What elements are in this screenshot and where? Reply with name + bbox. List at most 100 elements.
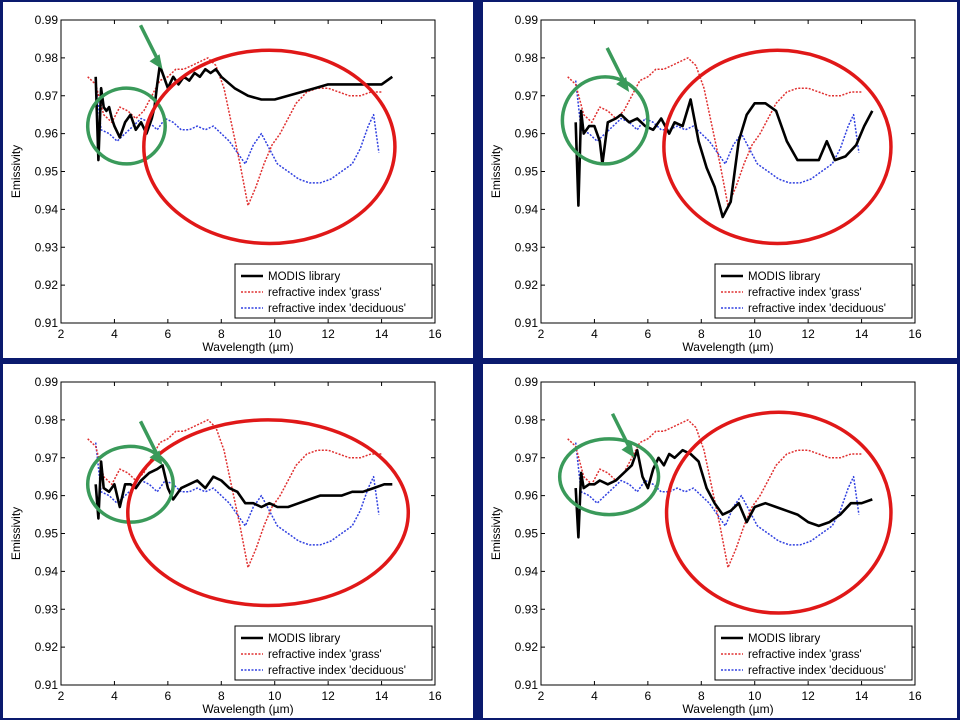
x-tick-label: 8 — [698, 327, 705, 341]
y-tick-label: 0.96 — [515, 127, 539, 141]
legend-entry: refractive index 'deciduous' — [748, 665, 886, 677]
green-arrow-shaft — [138, 24, 161, 63]
chart-panel-top-right: 2 4 6 8 10 12 14 16 0.91 0.92 0.93 0.94 0.95 0.96 0.97… — [483, 2, 957, 358]
y-tick-label: 0.99 — [35, 13, 59, 27]
x-tick-label: 6 — [645, 327, 652, 341]
x-tick-label: 4 — [591, 327, 598, 341]
y-tick-label: 0.91 — [35, 678, 59, 692]
x-tick-label: 4 — [591, 689, 598, 703]
x-tick-label: 16 — [428, 327, 442, 341]
modis-library-line — [574, 448, 873, 539]
x-axis-label: Wavelength (µm) — [682, 340, 773, 354]
y-tick-label: 0.97 — [515, 89, 539, 103]
y-tick-label: 0.98 — [515, 51, 539, 65]
green-arrow-shaft — [610, 412, 633, 451]
red-ellipse-annotation — [662, 48, 893, 246]
x-tick-label: 6 — [165, 689, 172, 703]
green-arrow-head — [149, 450, 163, 466]
modis-library-line — [574, 98, 874, 219]
x-tick-label: 14 — [855, 689, 869, 703]
x-tick-label: 14 — [855, 327, 869, 341]
legend-entry: MODIS library — [268, 271, 340, 283]
green-ellipse-annotation — [557, 437, 661, 517]
y-tick-label: 0.93 — [515, 240, 539, 254]
y-tick-label: 0.98 — [35, 413, 59, 427]
y-tick-label: 0.97 — [35, 89, 59, 103]
legend-entry: refractive index 'deciduous' — [268, 665, 406, 677]
y-tick-label: 0.99 — [35, 375, 59, 389]
x-tick-label: 8 — [218, 689, 225, 703]
deciduous-line — [574, 442, 860, 546]
y-axis-label: Emissivity — [489, 145, 503, 198]
y-axis-label: Emissivity — [489, 507, 503, 560]
y-tick-label: 0.91 — [515, 678, 539, 692]
green-arrow-head — [621, 442, 635, 458]
chart-panel-bottom-right: 2 4 6 8 10 12 14 16 0.91 0.92 0.93 0.94 0.95 0.96 0.97… — [483, 364, 957, 718]
x-tick-label: 16 — [428, 689, 442, 703]
modis-library-line — [94, 64, 394, 162]
y-tick-label: 0.92 — [35, 640, 59, 654]
y-tick-label: 0.96 — [35, 127, 59, 141]
green-arrow-head — [616, 76, 630, 92]
legend — [234, 263, 433, 319]
x-tick-label: 10 — [268, 689, 282, 703]
y-tick-label: 0.99 — [515, 13, 539, 27]
green-arrow-head — [149, 54, 163, 70]
x-tick-label: 8 — [698, 689, 705, 703]
x-tick-label: 16 — [908, 327, 922, 341]
green-ellipse-annotation — [85, 86, 167, 166]
y-tick-label: 0.92 — [515, 278, 539, 292]
y-tick-label: 0.98 — [515, 413, 539, 427]
legend — [234, 625, 433, 681]
x-tick-label: 10 — [268, 327, 282, 341]
legend-entry: refractive index 'grass' — [748, 287, 862, 299]
x-tick-label: 6 — [645, 689, 652, 703]
legend — [714, 263, 913, 319]
x-tick-label: 6 — [165, 327, 172, 341]
modis-library-line — [94, 460, 393, 520]
y-tick-label: 0.94 — [515, 564, 539, 578]
deciduous-line — [94, 80, 380, 184]
y-tick-label: 0.99 — [515, 375, 539, 389]
red-ellipse-annotation — [126, 418, 411, 608]
green-ellipse-annotation — [85, 444, 175, 524]
legend-entry: refractive index 'deciduous' — [268, 303, 406, 315]
y-tick-label: 0.95 — [515, 165, 539, 179]
x-axis-label: Wavelength (µm) — [202, 702, 293, 716]
x-tick-label: 14 — [375, 327, 389, 341]
x-tick-label: 4 — [111, 327, 118, 341]
legend-entry: MODIS library — [748, 271, 820, 283]
y-tick-label: 0.94 — [35, 564, 59, 578]
x-tick-label: 4 — [111, 689, 118, 703]
legend-entry: refractive index 'grass' — [748, 649, 862, 661]
green-arrow-shaft — [138, 420, 161, 459]
y-axis-label: Emissivity — [9, 145, 23, 198]
y-tick-label: 0.93 — [515, 602, 539, 616]
x-tick-label: 2 — [538, 689, 545, 703]
legend-entry: refractive index 'deciduous' — [748, 303, 886, 315]
x-tick-label: 2 — [58, 327, 65, 341]
x-tick-label: 12 — [321, 689, 335, 703]
grass-line — [87, 57, 382, 207]
x-tick-label: 2 — [58, 689, 65, 703]
x-tick-label: 16 — [908, 689, 922, 703]
grass-line — [567, 419, 862, 569]
grass-line — [87, 419, 382, 569]
legend-entry: MODIS library — [268, 633, 340, 645]
chart-panel-top-left: 2 4 6 8 10 12 14 16 0.91 0.92 0.93 0.94 0.95 0.96 0.97… — [3, 2, 473, 358]
y-tick-label: 0.95 — [515, 527, 539, 541]
y-tick-label: 0.92 — [515, 640, 539, 654]
y-tick-label: 0.92 — [35, 278, 59, 292]
x-tick-label: 12 — [801, 327, 815, 341]
green-arrow-shaft — [605, 47, 627, 85]
y-tick-label: 0.93 — [35, 602, 59, 616]
x-axis-label: Wavelength (µm) — [202, 340, 293, 354]
x-tick-label: 10 — [748, 327, 762, 341]
chart-panel-bottom-left: 2 4 6 8 10 12 14 16 0.91 0.92 0.93 0.94 0.95 0.96 0.97… — [3, 364, 473, 718]
y-tick-label: 0.95 — [35, 527, 59, 541]
y-tick-label: 0.98 — [35, 51, 59, 65]
x-tick-label: 12 — [801, 689, 815, 703]
y-tick-label: 0.97 — [515, 451, 539, 465]
y-tick-label: 0.94 — [515, 202, 539, 216]
grass-line — [567, 57, 862, 207]
